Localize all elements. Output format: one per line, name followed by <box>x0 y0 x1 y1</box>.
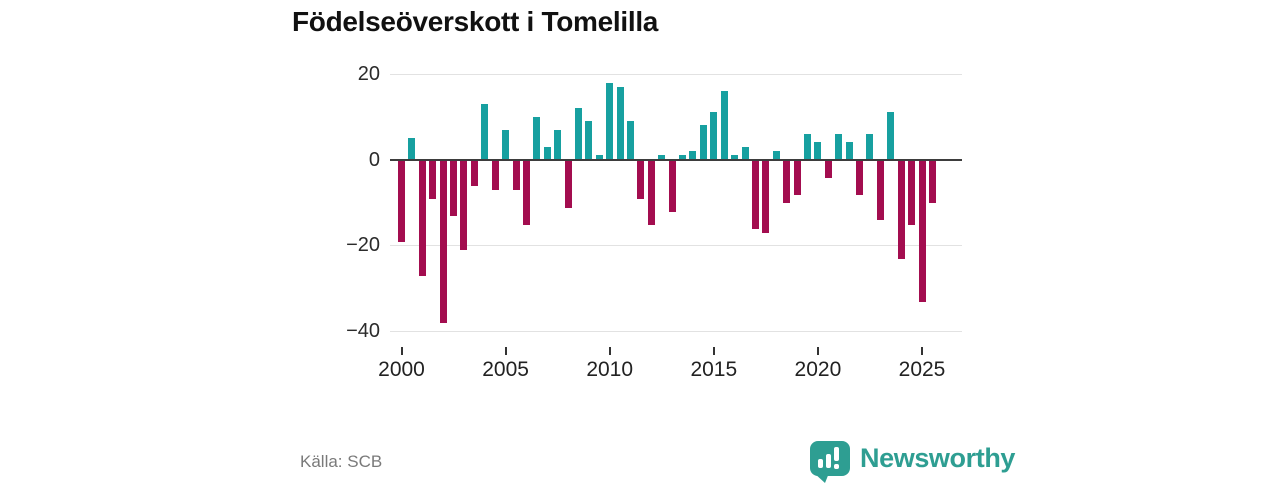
bar-2010-H1 <box>606 82 614 160</box>
bar-2006-H2 <box>533 116 541 160</box>
bar-2003-H2 <box>470 160 478 187</box>
y-axis-label-20: 20 <box>357 63 380 85</box>
bar-2018-H1 <box>772 150 780 160</box>
bar-2005-H2 <box>512 160 520 191</box>
bar-2007-H1 <box>543 146 551 160</box>
bar-2002-H2 <box>450 160 458 217</box>
x-axis-label-2000: 2000 <box>378 358 425 381</box>
bar-2013-H2 <box>679 155 687 160</box>
bar-2015-H1 <box>710 112 718 160</box>
bar-2001-H2 <box>429 160 437 199</box>
bar-2017-H2 <box>762 160 770 234</box>
x-axis-label-2020: 2020 <box>794 358 842 381</box>
bar-2025-H1 <box>918 160 926 302</box>
bar-2016-H1 <box>731 155 739 160</box>
x-axis-label-2010: 2010 <box>586 358 634 381</box>
bar-2011-H2 <box>637 160 645 199</box>
bar-2003-H1 <box>460 160 468 251</box>
chart-plot-area: 20 0 −20 −40 2000 2005 2010 2015 2020 2025 <box>346 60 962 381</box>
gridline-y-20 <box>390 74 962 75</box>
bar-2016-H2 <box>741 146 749 160</box>
bar-2007-H2 <box>554 129 562 160</box>
x-axis-tick-2015 <box>712 347 715 355</box>
x-axis-tick-2020 <box>816 347 819 355</box>
page-title: Födelseöverskott i Tomelilla <box>292 6 659 37</box>
bar-2017-H1 <box>751 160 759 229</box>
newsworthy-logo: Newsworthy <box>810 438 1016 483</box>
bar-2000-H2 <box>408 138 416 160</box>
bar-2020-H2 <box>824 160 832 178</box>
bar-2001-H1 <box>418 160 426 276</box>
bar-2014-H2 <box>699 125 707 160</box>
x-axis-label-2015: 2015 <box>690 358 738 381</box>
y-axis-label--40: −40 <box>346 319 380 342</box>
bar-2014-H1 <box>689 150 697 160</box>
bar-2025-H2 <box>928 160 936 204</box>
bar-2008-H2 <box>574 108 582 160</box>
bar-2022-H2 <box>866 133 874 160</box>
bar-2011-H1 <box>627 121 635 160</box>
bar-2018-H2 <box>783 160 791 204</box>
bar-2006-H1 <box>522 160 530 225</box>
x-axis-tick-2005 <box>504 347 507 355</box>
zero-axis-line <box>390 158 962 161</box>
bar-2019-H2 <box>803 133 811 160</box>
bar-2008-H1 <box>564 160 572 208</box>
bar-2009-H1 <box>585 121 593 160</box>
x-axis-tick-2010 <box>608 347 611 355</box>
bar-2024-H2 <box>908 160 916 225</box>
y-axis-label--20: −20 <box>346 234 380 256</box>
bar-2012-H2 <box>658 155 666 160</box>
bar-2020-H1 <box>814 142 822 160</box>
gridline-y--40 <box>390 330 962 332</box>
x-axis-label-2025: 2025 <box>898 358 946 381</box>
bar-2012-H1 <box>647 160 655 225</box>
bar-2019-H1 <box>793 160 801 195</box>
bar-2010-H2 <box>616 86 624 160</box>
bar-2024-H1 <box>897 160 905 259</box>
x-axis-tick-2000 <box>400 347 403 355</box>
newsworthy-bubble-icon <box>810 440 850 483</box>
bar-2004-H2 <box>491 160 499 191</box>
x-axis-tick-2025 <box>921 347 923 355</box>
bar-2023-H2 <box>887 112 895 160</box>
x-axis-label-2005: 2005 <box>482 358 529 381</box>
bar-2021-H2 <box>845 142 853 160</box>
bar-2022-H1 <box>856 160 864 195</box>
source-note: Källa: SCB <box>300 452 383 471</box>
bar-2015-H2 <box>720 91 728 160</box>
bar-2013-H1 <box>668 160 676 212</box>
bar-2021-H1 <box>835 133 843 160</box>
bar-2004-H1 <box>481 103 489 160</box>
bar-2023-H1 <box>876 160 884 221</box>
bar-2002-H1 <box>439 160 447 323</box>
gridline-y--20 <box>390 245 962 246</box>
y-axis-label-0: 0 <box>368 148 380 171</box>
bar-2000-H1 <box>398 160 405 242</box>
bar-2005-H1 <box>502 129 510 160</box>
bar-2009-H2 <box>595 155 603 160</box>
newsworthy-wordmark: Newsworthy <box>860 442 1016 473</box>
